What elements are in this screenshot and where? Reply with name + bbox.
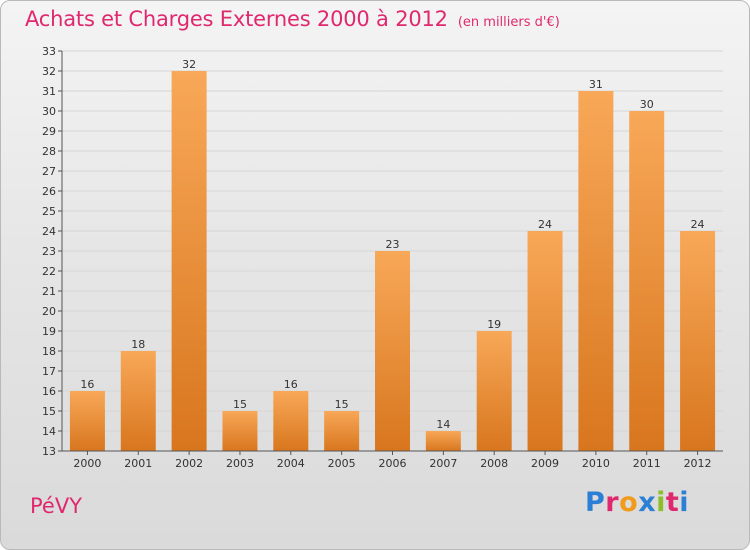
axes — [58, 50, 723, 455]
data-label: 32 — [182, 58, 196, 71]
x-tick-label: 2004 — [277, 457, 305, 470]
x-tick-labels: 2000 2001 2002 2003 2004 2005 2006 2007 2008 2009… — [73, 457, 711, 470]
bar-2005 — [324, 411, 360, 451]
chart-subtitle: (en milliers d'€) — [457, 15, 560, 30]
x-tick-label: 2005 — [328, 457, 356, 470]
y-tick-label: 15 — [42, 405, 56, 418]
logo-letter: P — [585, 487, 606, 518]
y-tick-label: 17 — [42, 365, 56, 378]
x-tick-label: 2003 — [226, 457, 254, 470]
chart-title-text: Achats et Charges Externes 2000 à 2012 — [25, 7, 448, 31]
y-tick-label: 30 — [42, 105, 56, 118]
place-name: PéVY — [30, 494, 83, 518]
bar-2007 — [425, 431, 461, 451]
x-tick-label: 2012 — [684, 457, 712, 470]
bar-2009 — [527, 231, 563, 451]
y-tick-label: 29 — [42, 125, 56, 138]
bar-2000 — [69, 391, 105, 451]
bar-2011 — [629, 111, 665, 451]
bar-2010 — [578, 91, 614, 451]
y-tick-label: 21 — [42, 285, 56, 298]
x-tick-label: 2011 — [633, 457, 661, 470]
y-tick-label: 26 — [42, 185, 56, 198]
y-tick-label: 22 — [42, 265, 56, 278]
x-tick-label: 2009 — [531, 457, 559, 470]
data-labels: 16 18 32 15 16 15 23 14 19 24 31 30 24 — [80, 58, 704, 431]
bars — [69, 71, 716, 451]
y-tick-label: 18 — [42, 345, 56, 358]
x-tick-label: 2001 — [124, 457, 152, 470]
data-label: 16 — [80, 378, 94, 391]
y-tick-label: 24 — [42, 225, 56, 238]
logo-letter: x — [638, 487, 657, 518]
x-tick-label: 2000 — [73, 457, 101, 470]
data-label: 23 — [386, 238, 400, 251]
bar-2001 — [120, 351, 156, 451]
data-label: 24 — [538, 218, 552, 231]
data-label: 15 — [233, 398, 247, 411]
y-tick-label: 33 — [42, 45, 56, 58]
data-label: 18 — [131, 338, 145, 351]
y-tick-label: 25 — [42, 205, 56, 218]
logo-letter: r — [605, 487, 620, 518]
bar-2008 — [476, 331, 512, 451]
y-tick-label: 23 — [42, 245, 56, 258]
proxiti-logo: Proxiti — [585, 487, 689, 518]
x-tick-label: 2007 — [429, 457, 457, 470]
y-tick-label: 32 — [42, 65, 56, 78]
y-tick-label: 28 — [42, 145, 56, 158]
data-label: 15 — [335, 398, 349, 411]
x-tick-label: 2002 — [175, 457, 203, 470]
data-label: 24 — [691, 218, 705, 231]
logo-letter: i — [656, 487, 666, 518]
chart-title: Achats et Charges Externes 2000 à 2012 (e… — [25, 7, 560, 31]
bar-2006 — [375, 251, 410, 451]
x-tick-label: 2006 — [379, 457, 407, 470]
data-label: 19 — [487, 318, 501, 331]
y-tick-label: 16 — [42, 385, 56, 398]
bar-2003 — [222, 411, 258, 451]
y-tick-label: 14 — [42, 425, 56, 438]
data-label: 30 — [640, 98, 654, 111]
logo-letter: i — [679, 487, 690, 518]
bar-2012 — [680, 231, 716, 451]
logo-letter: t — [665, 487, 680, 518]
logo-letter: o — [619, 487, 639, 518]
data-label: 31 — [589, 78, 603, 91]
bar-2004 — [273, 391, 309, 451]
x-tick-label: 2008 — [480, 457, 508, 470]
data-label: 16 — [284, 378, 298, 391]
data-label: 14 — [436, 418, 450, 431]
y-tick-label: 13 — [42, 445, 56, 458]
y-tick-labels: 13 14 15 16 17 18 19 20 21 22 23 24 25 26 27 28 29 30 31 32… — [42, 45, 56, 458]
x-tick-label: 2010 — [582, 457, 610, 470]
y-tick-label: 31 — [42, 85, 56, 98]
bar-2002 — [171, 71, 207, 451]
y-tick-label: 20 — [42, 305, 56, 318]
y-tick-label: 27 — [42, 165, 56, 178]
y-tick-label: 19 — [42, 325, 56, 338]
